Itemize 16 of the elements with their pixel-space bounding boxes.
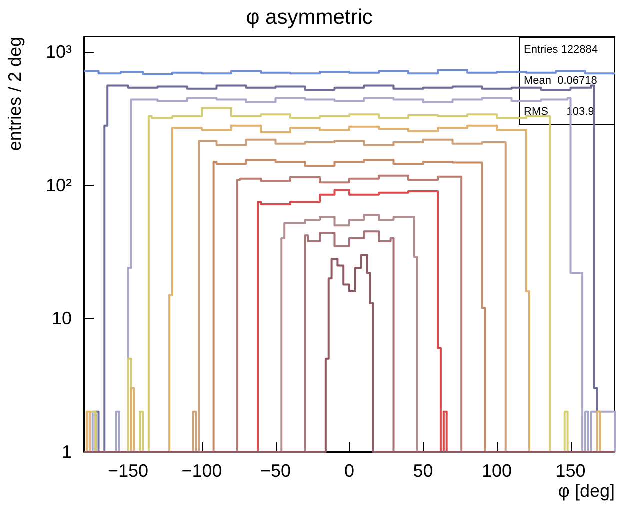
- y-axis-title: entries / 2 deg: [5, 37, 25, 152]
- y-tick-label: 1: [62, 442, 72, 462]
- y-tick-label: 10³: [46, 42, 72, 62]
- y-tick-label: 10²: [46, 175, 72, 196]
- y-tick-label: 10: [52, 308, 72, 329]
- x-axis-title: φ [deg]: [558, 481, 615, 501]
- x-tick-label: −50: [260, 461, 292, 481]
- x-tick-label: 100: [482, 461, 512, 481]
- x-tick-label: 0: [344, 461, 355, 481]
- x-tick-label: 150: [556, 461, 586, 481]
- x-tick-label: −150: [108, 461, 149, 481]
- x-tick-label: −100: [182, 461, 222, 481]
- x-tick-label: 50: [413, 461, 434, 481]
- annotation: Mean 0.06718: [524, 75, 598, 87]
- annotation: Entries 122884: [524, 44, 598, 56]
- chart-title: φ asymmetric: [246, 6, 373, 29]
